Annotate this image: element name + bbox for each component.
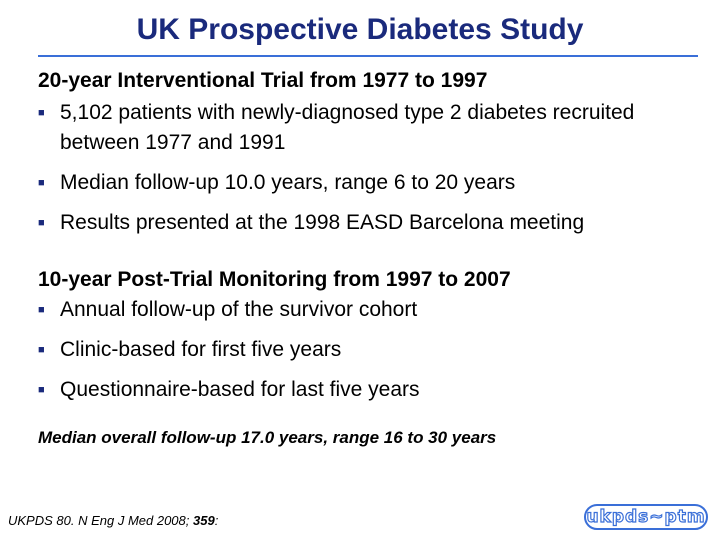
ukpds-ptm-logo: ukpds~ptm bbox=[584, 504, 708, 530]
citation: UKPDS 80. N Eng J Med 2008; 359: bbox=[8, 512, 218, 530]
trial-bullet-1: ■ 5,102 patients with newly-diagnosed ty… bbox=[38, 98, 680, 158]
square-bullet-icon: ■ bbox=[38, 304, 45, 316]
post-trial-bullet-3: ■ Questionnaire-based for last five year… bbox=[38, 375, 680, 405]
post-trial-bullet-2-text: Clinic-based for first five years bbox=[60, 338, 342, 361]
title-divider bbox=[38, 55, 698, 57]
slide-title: UK Prospective Diabetes Study bbox=[136, 13, 584, 46]
overall-follow-up-summary: Median overall follow-up 17.0 years, ran… bbox=[38, 428, 497, 447]
citation-text: UKPDS 80. N Eng J Med 2008; bbox=[8, 513, 193, 528]
trial-bullet-2-text: Median follow-up 10.0 years, range 6 to … bbox=[60, 171, 516, 194]
post-trial-bullet-1-text: Annual follow-up of the survivor cohort bbox=[60, 298, 418, 321]
square-bullet-icon: ■ bbox=[38, 177, 45, 189]
logo-text: ukpds~ptm bbox=[586, 506, 706, 527]
citation-volume: 359 bbox=[192, 513, 215, 528]
trial-heading: 20-year Interventional Trial from 1977 t… bbox=[38, 69, 488, 92]
trial-bullet-2: ■ Median follow-up 10.0 years, range 6 t… bbox=[38, 168, 680, 198]
post-trial-bullet-1: ■ Annual follow-up of the survivor cohor… bbox=[38, 295, 680, 325]
citation-suffix: : bbox=[214, 513, 219, 528]
trial-bullet-1-text: 5,102 patients with newly-diagnosed type… bbox=[60, 101, 635, 154]
square-bullet-icon: ■ bbox=[38, 107, 45, 119]
square-bullet-icon: ■ bbox=[38, 384, 45, 396]
square-bullet-icon: ■ bbox=[38, 217, 45, 229]
trial-bullet-3-text: Results presented at the 1998 EASD Barce… bbox=[60, 211, 585, 234]
trial-bullet-3: ■ Results presented at the 1998 EASD Bar… bbox=[38, 208, 680, 238]
post-trial-bullet-3-text: Questionnaire-based for last five years bbox=[60, 378, 420, 401]
post-trial-heading: 10-year Post-Trial Monitoring from 1997 … bbox=[38, 268, 511, 291]
post-trial-bullet-2: ■ Clinic-based for first five years bbox=[38, 335, 680, 365]
square-bullet-icon: ■ bbox=[38, 344, 45, 356]
